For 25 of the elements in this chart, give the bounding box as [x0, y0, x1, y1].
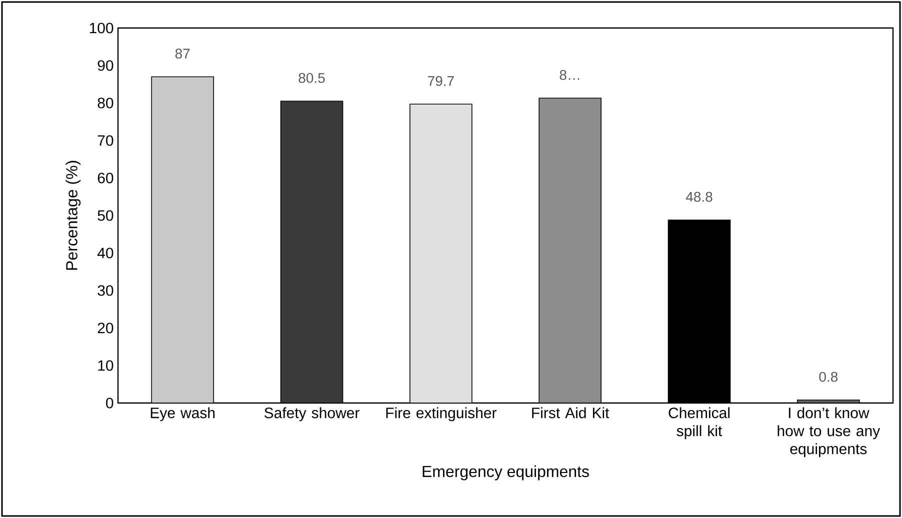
data-label: 8…: [560, 70, 580, 80]
y-tick-label: 70: [98, 135, 114, 146]
x-tick-label: Chemical spill kit: [668, 407, 730, 440]
x-tick-label: I don’t know how to use any equipments: [778, 407, 880, 458]
data-label: 87: [175, 48, 190, 59]
data-label: 0.8: [819, 372, 838, 382]
y-tick-label: 10: [98, 360, 114, 371]
x-tick-label: Eye wash: [150, 407, 215, 422]
y-tick-label: 40: [97, 248, 114, 258]
data-label: 79.7: [428, 76, 454, 86]
x-tick-label: Fire extinguisher: [386, 407, 497, 422]
y-tick-label: 30: [98, 285, 114, 296]
y-tick-label: 20: [98, 322, 114, 334]
y-tick-label: 100: [90, 22, 114, 34]
data-label: 48.8: [686, 192, 712, 202]
y-tick-label: 0: [106, 398, 114, 408]
x-tick-label: Safety shower: [264, 407, 360, 422]
y-tick-label: 80: [98, 98, 114, 108]
y-tick-label: 60: [98, 172, 114, 184]
y-tick-label: 50: [98, 210, 114, 221]
data-label: 80.5: [298, 73, 325, 83]
y-axis-title: Percentage (%): [66, 160, 81, 270]
x-tick-label: First Aid Kit: [532, 407, 610, 418]
y-tick-label: 90: [98, 60, 114, 71]
x-axis-title: Emergency equipments: [422, 465, 589, 480]
